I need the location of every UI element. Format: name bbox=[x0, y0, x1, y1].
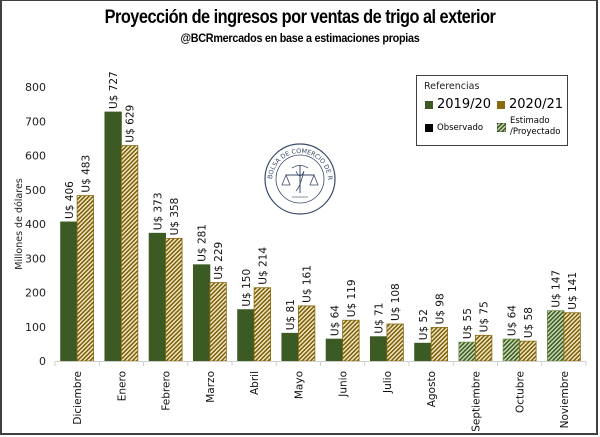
legend-swatch-2019-20 bbox=[425, 100, 433, 109]
data-label: U$ 58 bbox=[523, 307, 535, 338]
data-label: U$ 150 bbox=[241, 269, 253, 307]
y-tick-label: 0 bbox=[39, 355, 46, 368]
x-tick-label: Septiembre bbox=[470, 371, 482, 432]
data-label: U$ 406 bbox=[64, 181, 76, 219]
y-tick-label: 100 bbox=[25, 321, 46, 334]
bar-2020-21-agosto bbox=[430, 327, 449, 362]
data-label: U$ 108 bbox=[390, 283, 402, 321]
bar-2019-20-julio bbox=[369, 336, 388, 362]
data-label: U$ 147 bbox=[551, 270, 563, 308]
bar-2019-20-febrero bbox=[148, 232, 167, 362]
x-tick-label: Mayo bbox=[293, 371, 305, 399]
bar-2020-21-abril bbox=[253, 287, 272, 362]
x-tick-label: Abril bbox=[249, 371, 261, 395]
data-label: U$ 281 bbox=[197, 224, 209, 262]
bar-2019-20-octubre bbox=[502, 338, 521, 362]
data-label: U$ 81 bbox=[285, 299, 297, 330]
data-label: U$ 373 bbox=[152, 192, 164, 230]
y-tick-label: 500 bbox=[25, 184, 46, 197]
legend-label-estimado: Estimado /Proyectado bbox=[510, 116, 560, 138]
chart-subtitle: @BCRmercados en base a estimaciones prop… bbox=[180, 31, 420, 45]
bar-2020-21-octubre bbox=[519, 340, 537, 362]
legend-item-estimado: Estimado /Proyectado bbox=[497, 116, 560, 138]
data-label: U$ 358 bbox=[169, 198, 181, 236]
bar-2020-21-marzo bbox=[209, 282, 227, 362]
data-label: U$ 64 bbox=[329, 305, 341, 336]
bar-2020-21-noviembre bbox=[563, 312, 581, 362]
bar-2020-21-diciembre bbox=[76, 195, 95, 362]
data-label: U$ 141 bbox=[567, 272, 579, 310]
bar-2020-21-enero bbox=[120, 145, 139, 362]
bar-2019-20-agosto bbox=[414, 342, 432, 362]
legend-heading: Referencias bbox=[424, 81, 480, 92]
legend-label-2020-21: 2020/21 bbox=[509, 97, 564, 112]
data-label: U$ 229 bbox=[213, 242, 225, 280]
legend: Referencias 2019/20 2020/21 Observado Es… bbox=[416, 75, 568, 146]
bar-2020-21-julio bbox=[386, 323, 404, 362]
legend-item-2019-20: 2019/20 bbox=[425, 97, 491, 112]
bar-2019-20-marzo bbox=[192, 264, 211, 362]
bar-2019-20-abril bbox=[237, 309, 255, 362]
y-tick-label: 200 bbox=[25, 287, 46, 300]
legend-swatch-2020-21 bbox=[497, 100, 505, 109]
legend-swatch-estimado bbox=[497, 122, 506, 132]
y-tick-label: 400 bbox=[25, 218, 46, 231]
y-tick-label: 700 bbox=[25, 115, 46, 128]
data-label: U$ 71 bbox=[374, 303, 386, 334]
x-tick-label: Julio bbox=[382, 371, 394, 394]
data-label: U$ 214 bbox=[257, 247, 269, 285]
x-tick-label: Noviembre bbox=[559, 371, 571, 428]
data-label: U$ 64 bbox=[506, 305, 518, 336]
x-tick-label: Febrero bbox=[161, 371, 173, 411]
y-tick-label: 300 bbox=[25, 252, 46, 265]
legend-label-2019-20: 2019/20 bbox=[437, 97, 492, 112]
bar-2020-21-mayo bbox=[297, 305, 316, 362]
bar-2019-20-junio bbox=[325, 338, 344, 362]
x-tick-label: Diciembre bbox=[72, 371, 84, 425]
y-axis-label: Millones de dólares bbox=[14, 178, 25, 270]
legend-item-observado: Observado bbox=[425, 123, 483, 133]
bar-2019-20-diciembre bbox=[60, 221, 78, 362]
bar-2019-20-septiembre bbox=[458, 341, 476, 362]
legend-swatch-observado bbox=[425, 124, 433, 132]
data-label: U$ 629 bbox=[125, 105, 137, 143]
data-label: U$ 55 bbox=[462, 308, 474, 339]
y-tick-label: 600 bbox=[25, 150, 46, 163]
y-tick-label: 800 bbox=[25, 81, 46, 94]
x-tick-label: Marzo bbox=[205, 371, 217, 403]
legend-label-estimado-line1: Estimado bbox=[510, 116, 550, 126]
chart-title: Proyección de ingresos por ventas de tri… bbox=[104, 7, 496, 28]
data-label: U$ 727 bbox=[108, 71, 120, 109]
legend-label-estimado-line2: /Proyectado bbox=[510, 127, 561, 137]
bar-2019-20-noviembre bbox=[546, 310, 565, 362]
bar-2019-20-enero bbox=[104, 111, 122, 362]
data-label: U$ 98 bbox=[434, 293, 446, 324]
x-tick-label: Junio bbox=[338, 371, 350, 398]
data-label: U$ 52 bbox=[418, 309, 430, 340]
bar-2020-21-febrero bbox=[165, 237, 183, 362]
x-tick-label: Agosto bbox=[426, 371, 438, 407]
x-tick-label: Enero bbox=[116, 371, 128, 401]
data-label: U$ 483 bbox=[80, 155, 92, 193]
x-tick-label: Octubre bbox=[515, 371, 527, 413]
data-label: U$ 119 bbox=[346, 279, 358, 317]
bar-2019-20-mayo bbox=[281, 332, 299, 362]
legend-item-2020-21: 2020/21 bbox=[497, 97, 563, 112]
data-label: U$ 161 bbox=[302, 265, 314, 303]
bcr-seal-watermark: BOLSA DE COMERCIO DE ROSARIO bbox=[262, 141, 336, 215]
bar-2020-21-junio bbox=[342, 319, 360, 362]
legend-label-observado: Observado bbox=[437, 123, 484, 133]
bar-2020-21-septiembre bbox=[474, 334, 493, 362]
data-label: U$ 75 bbox=[479, 301, 491, 332]
